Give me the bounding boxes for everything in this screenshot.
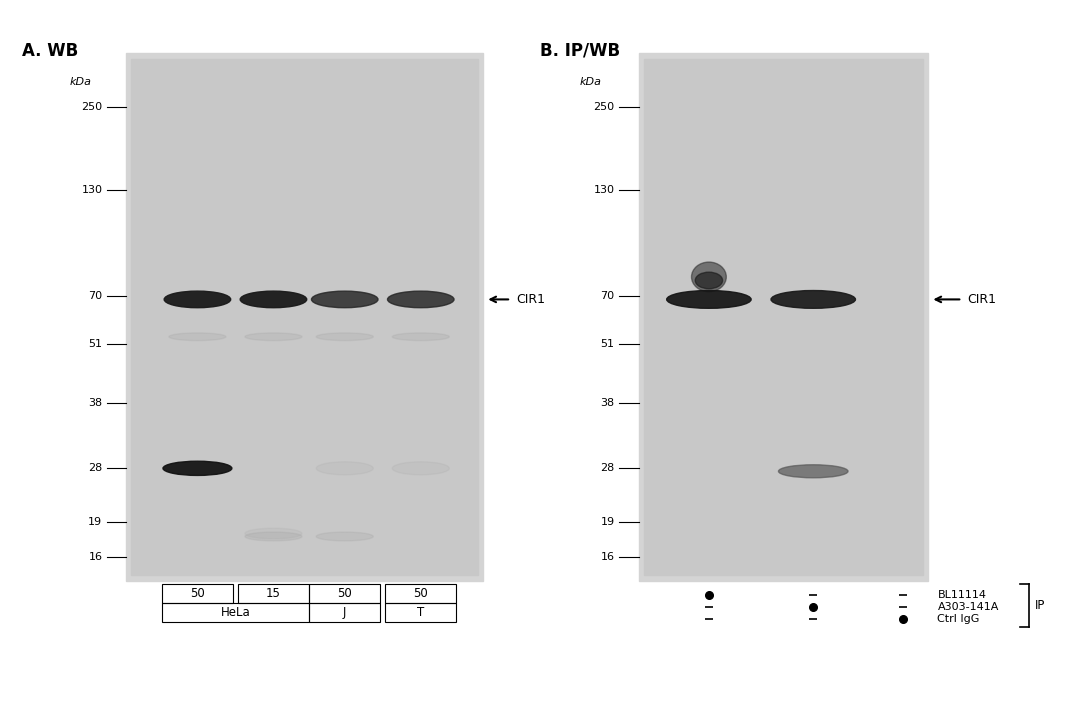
- Text: 28: 28: [89, 463, 103, 473]
- Ellipse shape: [316, 333, 374, 341]
- Ellipse shape: [245, 333, 302, 341]
- Text: 250: 250: [81, 102, 103, 112]
- Ellipse shape: [392, 333, 449, 341]
- Text: 38: 38: [89, 398, 103, 408]
- Bar: [386, 603, 457, 623]
- Text: 70: 70: [89, 291, 103, 301]
- Text: B. IP/WB: B. IP/WB: [540, 41, 620, 60]
- Text: CIR1: CIR1: [968, 293, 996, 306]
- Text: 250: 250: [593, 102, 615, 112]
- Text: CIR1: CIR1: [516, 293, 544, 306]
- Text: 50: 50: [190, 587, 205, 600]
- Text: IP: IP: [1036, 599, 1045, 612]
- Text: T: T: [417, 606, 424, 620]
- Text: kDa: kDa: [69, 77, 91, 87]
- Ellipse shape: [691, 262, 727, 292]
- Bar: [386, 584, 457, 603]
- Ellipse shape: [779, 465, 848, 478]
- Text: 51: 51: [89, 339, 103, 349]
- Text: kDa: kDa: [580, 77, 602, 87]
- Ellipse shape: [316, 532, 374, 541]
- Text: 50: 50: [337, 587, 352, 600]
- Bar: [238, 584, 309, 603]
- Ellipse shape: [168, 333, 226, 341]
- Text: 130: 130: [594, 185, 615, 195]
- Bar: [645, 59, 922, 575]
- Text: 50: 50: [414, 587, 428, 600]
- Text: 16: 16: [600, 552, 615, 562]
- Text: 38: 38: [600, 398, 615, 408]
- Ellipse shape: [388, 291, 454, 308]
- Text: BL11114: BL11114: [937, 590, 986, 600]
- Ellipse shape: [240, 291, 307, 308]
- Text: 16: 16: [89, 552, 103, 562]
- Ellipse shape: [316, 462, 374, 475]
- Text: 70: 70: [600, 291, 615, 301]
- Text: Ctrl IgG: Ctrl IgG: [937, 615, 980, 625]
- Text: HeLa: HeLa: [220, 606, 251, 620]
- Ellipse shape: [163, 461, 232, 476]
- Ellipse shape: [245, 532, 302, 541]
- Text: 19: 19: [89, 517, 103, 527]
- Text: 19: 19: [600, 517, 615, 527]
- Ellipse shape: [245, 528, 302, 539]
- Ellipse shape: [392, 462, 449, 475]
- Text: 15: 15: [266, 587, 281, 600]
- Text: A. WB: A. WB: [22, 41, 78, 60]
- Ellipse shape: [771, 291, 855, 308]
- Ellipse shape: [311, 291, 378, 308]
- Ellipse shape: [666, 291, 752, 308]
- Text: 28: 28: [600, 463, 615, 473]
- Bar: [162, 584, 233, 603]
- Text: 130: 130: [81, 185, 103, 195]
- Text: J: J: [343, 606, 347, 620]
- Bar: [126, 54, 483, 581]
- Bar: [309, 584, 380, 603]
- Text: 51: 51: [600, 339, 615, 349]
- Ellipse shape: [696, 272, 723, 288]
- Bar: [131, 59, 477, 575]
- Bar: [639, 54, 928, 581]
- Bar: [162, 603, 309, 623]
- Ellipse shape: [164, 291, 231, 308]
- Bar: [309, 603, 380, 623]
- Text: A303-141A: A303-141A: [937, 602, 999, 612]
